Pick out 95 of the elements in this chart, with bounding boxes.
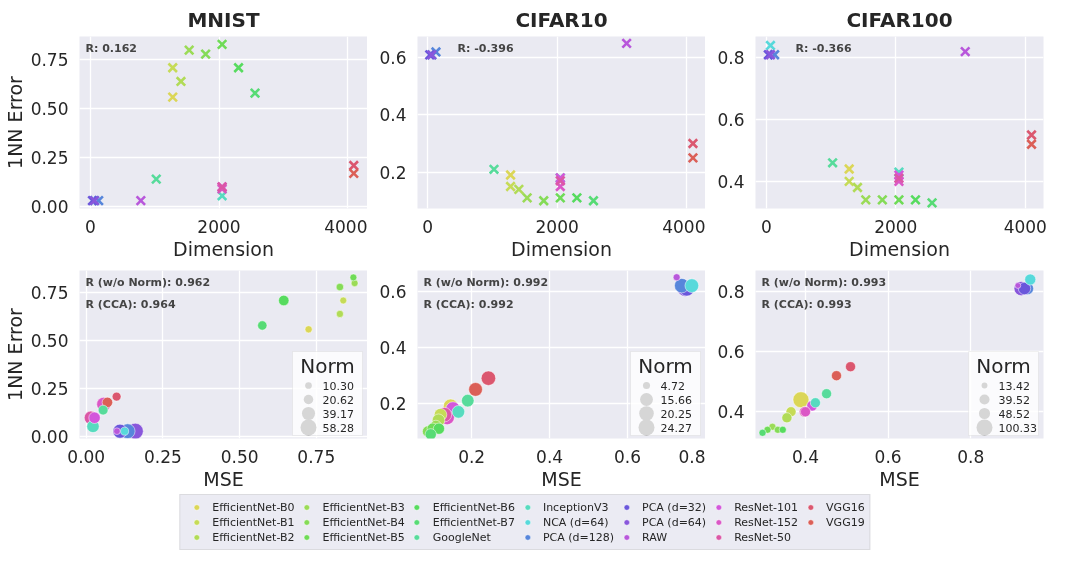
legend-label: PCA (d=64)	[642, 515, 707, 529]
legend-label: VGG19	[826, 515, 865, 529]
x-tick-label: 0	[760, 216, 772, 237]
x-axis-title: MSE	[879, 467, 920, 490]
legend-label: 20.62	[322, 393, 354, 407]
legend-label: EfficientNet-B7	[432, 515, 515, 529]
legend-label: 24.27	[660, 421, 692, 435]
legend-label: NCA (d=64)	[542, 515, 609, 529]
y-tick-label: 0.8	[717, 282, 745, 303]
y-tick-label: 0.75	[30, 50, 69, 71]
legend-label: 10.30	[322, 379, 354, 393]
legend-label: RAW	[642, 530, 668, 544]
legend-label: 15.66	[660, 393, 692, 407]
x-tick-label: 0.50	[220, 446, 259, 467]
x-tick-label: 4000	[662, 216, 706, 237]
y-tick-label: 0.6	[379, 281, 407, 302]
y-tick-label: 0.75	[30, 283, 69, 304]
x-axis-title: MSE	[541, 467, 582, 490]
y-tick-label: 0.00	[30, 427, 69, 448]
y-tick-label: 0.00	[30, 197, 69, 218]
legend-label: PCA (d=32)	[642, 500, 707, 514]
x-axis-title: Dimension	[849, 237, 950, 260]
x-tick-label: 0.8	[678, 446, 706, 467]
legend-title: Norm	[638, 353, 693, 378]
x-tick-label: 4000	[324, 216, 368, 237]
annotation: R: 0.162	[85, 41, 137, 55]
x-tick-label: 0	[85, 216, 96, 237]
legend-label: 4.72	[660, 379, 685, 393]
x-axis-title: MSE	[203, 467, 244, 490]
y-tick-label: 0.2	[379, 393, 407, 414]
y-axis-title: 1NN Error	[3, 307, 26, 401]
legend-title: Norm	[300, 353, 355, 378]
y-tick-label: 0.2	[379, 162, 407, 183]
x-tick-label: 0.8	[957, 446, 985, 467]
legend-label: ResNet-101	[734, 500, 799, 514]
legend-label: InceptionV3	[542, 500, 609, 514]
legend-label: EfficientNet-B4	[322, 515, 405, 529]
x-tick-label: 0.00	[67, 446, 106, 467]
x-tick-label: 2000	[535, 216, 579, 237]
annotation: R: -0.396	[457, 41, 514, 55]
legend-label: 100.33	[998, 421, 1037, 435]
annotation: R: -0.366	[795, 41, 852, 55]
legend-label: 13.42	[998, 379, 1030, 393]
legend-label: ResNet-152	[734, 515, 799, 529]
legend-label: 39.52	[998, 393, 1030, 407]
y-tick-label: 0.50	[30, 331, 69, 352]
y-tick-label: 0.8	[717, 48, 745, 69]
x-tick-label: 0.4	[536, 446, 564, 467]
legend-label: 58.28	[322, 421, 354, 435]
x-tick-label: 0.2	[458, 446, 486, 467]
y-tick-label: 0.25	[30, 379, 69, 400]
legend-label: ResNet-50	[734, 530, 792, 544]
legend-label: EfficientNet-B2	[212, 530, 295, 544]
x-tick-label: 0	[422, 216, 434, 237]
chart-title: CIFAR10	[515, 7, 608, 32]
x-tick-label: 0.75	[297, 446, 336, 467]
y-tick-label: 0.6	[379, 48, 407, 69]
legend-label: 39.17	[322, 407, 354, 421]
x-tick-label: 0.4	[791, 446, 820, 467]
x-tick-label: 0.6	[874, 446, 902, 467]
legend-title: Norm	[976, 353, 1031, 378]
chart-title: CIFAR100	[846, 7, 953, 32]
annotation: R (CCA): 0.964	[85, 297, 176, 311]
y-tick-label: 0.25	[30, 148, 69, 169]
legend-label: EfficientNet-B1	[212, 515, 295, 529]
legend-label: EfficientNet-B0	[212, 500, 295, 514]
annotation: R (w/o Norm): 0.992	[423, 275, 549, 289]
x-tick-label: 0.25	[144, 446, 182, 467]
legend-label: EfficientNet-B5	[322, 530, 405, 544]
annotation: R (CCA): 0.993	[761, 297, 852, 311]
annotation: R (CCA): 0.992	[423, 297, 514, 311]
y-axis-title: 1NN Error	[3, 75, 26, 169]
legend-label: PCA (d=128)	[542, 530, 615, 544]
x-tick-label: 2000	[874, 216, 918, 237]
y-tick-label: 0.6	[717, 342, 745, 363]
legend-label: GoogleNet	[432, 530, 491, 544]
legend-label: VGG16	[826, 500, 865, 514]
annotation: R (w/o Norm): 0.993	[761, 275, 887, 289]
legend-label: EfficientNet-B3	[322, 500, 405, 514]
chart-title: MNIST	[187, 7, 260, 32]
x-axis-title: Dimension	[173, 237, 274, 260]
y-tick-label: 0.4	[717, 171, 745, 192]
annotation: R (w/o Norm): 0.962	[85, 275, 211, 289]
y-tick-label: 0.4	[379, 105, 407, 126]
x-tick-label: 4000	[1003, 216, 1047, 237]
legend-label: 48.52	[998, 407, 1030, 421]
y-tick-label: 0.4	[717, 402, 745, 423]
y-tick-label: 0.6	[717, 110, 745, 131]
x-tick-label: 2000	[197, 216, 241, 237]
x-tick-label: 0.6	[614, 446, 642, 467]
x-axis-title: Dimension	[511, 237, 612, 260]
y-tick-label: 0.50	[30, 99, 69, 120]
y-tick-label: 0.4	[379, 337, 407, 358]
legend-label: EfficientNet-B6	[432, 500, 515, 514]
legend-label: 20.25	[660, 407, 692, 421]
